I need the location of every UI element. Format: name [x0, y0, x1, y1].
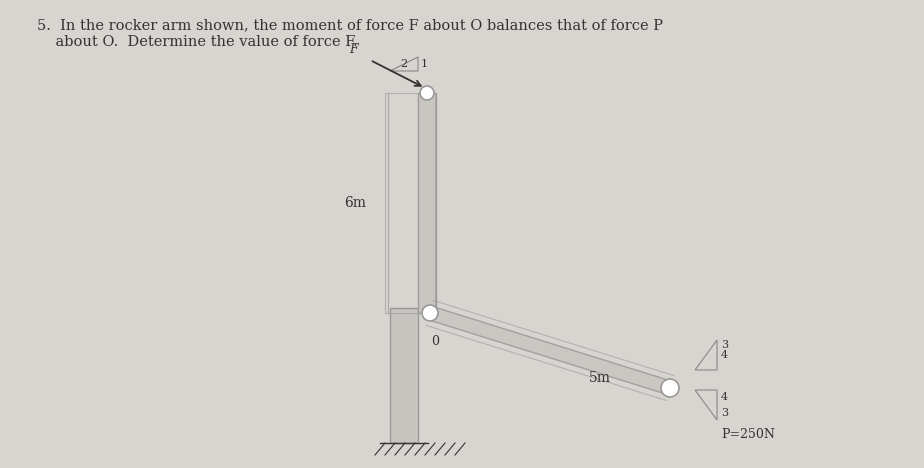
- Bar: [418, 93, 436, 313]
- Text: 1: 1: [421, 59, 428, 69]
- Text: 4: 4: [721, 350, 728, 360]
- Bar: [385, 93, 435, 313]
- Text: F: F: [349, 43, 358, 56]
- Text: 5m: 5m: [589, 372, 611, 386]
- Circle shape: [661, 379, 679, 397]
- Text: P=250N: P=250N: [721, 428, 775, 441]
- Text: 4: 4: [721, 392, 728, 402]
- Text: 0: 0: [431, 335, 439, 348]
- Circle shape: [422, 305, 438, 321]
- Bar: [390, 308, 418, 443]
- Text: 6m: 6m: [344, 196, 366, 210]
- Circle shape: [420, 86, 434, 100]
- Text: 3: 3: [721, 340, 728, 350]
- Polygon shape: [428, 307, 672, 395]
- Text: 3: 3: [721, 408, 728, 418]
- Text: 2: 2: [400, 59, 407, 69]
- Text: 5.  In the rocker arm shown, the moment of force F about O balances that of forc: 5. In the rocker arm shown, the moment o…: [37, 19, 663, 49]
